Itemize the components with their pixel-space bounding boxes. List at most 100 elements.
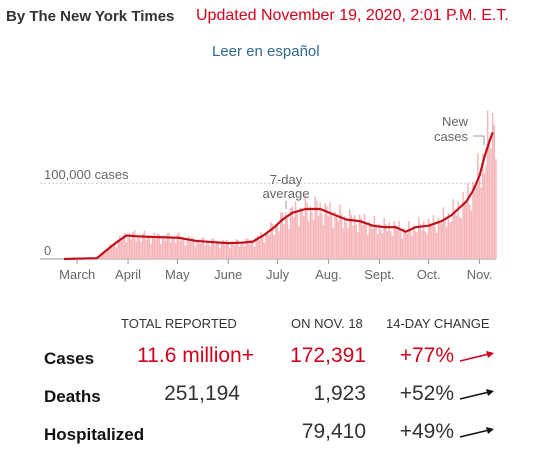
daily-case-bar [125,242,128,259]
header-14-day-change: 14-DAY CHANGE [386,316,490,331]
daily-case-bar [155,239,157,259]
daily-case-bar [452,199,454,259]
row-label-cases: Cases [44,349,95,368]
daily-case-bar [381,233,384,259]
deaths-change: +52% [399,382,454,405]
daily-case-bar [472,181,474,259]
hospitalized-day: 79,410 [301,420,366,443]
daily-case-bar [127,237,129,259]
daily-case-bar [455,215,458,259]
header-on-date: ON NOV. 18 [291,316,363,331]
daily-case-bar [104,250,106,259]
daily-case-bar [477,153,479,259]
daily-case-bar [211,239,213,259]
daily-case-bar [347,227,349,259]
daily-case-bar [401,238,404,259]
daily-case-bar [284,212,287,259]
seven-day-average-line [63,132,494,261]
daily-case-bar [330,214,333,259]
daily-case-bar [176,234,178,259]
daily-case-bar [105,252,108,259]
daily-case-bar [112,244,114,259]
daily-case-bar [368,221,371,259]
daily-case-bar [119,235,121,259]
daily-case-bar [263,242,266,259]
daily-case-bar [329,202,331,259]
x-tick-label: Sept. [364,267,394,282]
daily-case-bar [449,222,451,259]
daily-case-bar [235,238,238,259]
x-tick-label: June [214,267,242,282]
daily-case-bar [488,138,491,259]
daily-case-bar [181,236,183,259]
daily-case-bar [145,239,147,259]
trend-up-arrow-icon [459,351,494,362]
daily-case-bar [191,236,193,259]
header-total-reported: TOTAL REPORTED [121,316,237,331]
daily-case-bar [148,235,151,259]
daily-case-bar [219,248,221,259]
daily-case-bar [424,231,427,259]
daily-case-bar [270,221,272,259]
daily-case-bar [444,219,446,259]
daily-case-bar [196,241,198,259]
daily-case-bar [447,213,450,259]
row-label-hospitalized: Hospitalized [44,425,145,444]
daily-case-bar [275,224,277,259]
daily-case-bar [429,223,431,259]
daily-case-bar [291,206,293,259]
daily-case-bar [432,214,435,259]
daily-case-bar [378,223,381,259]
avg-annotation-line1: 7-day [270,172,303,187]
daily-case-bar [312,220,315,259]
daily-case-bar [143,230,146,259]
daily-case-bar [483,173,486,259]
daily-case-bar [194,246,197,259]
daily-case-bar [199,243,201,259]
daily-case-bar [419,224,422,259]
new-cases-annotation-line2: cases [434,129,468,144]
daily-case-bar [293,216,295,259]
row-label-deaths: Deaths [44,387,101,406]
daily-case-bar [271,224,274,259]
daily-case-bar [473,191,476,259]
daily-case-bar [186,238,188,259]
daily-case-bar [439,223,441,259]
daily-case-bar [140,242,142,259]
daily-case-bar [421,230,423,259]
daily-case-bar [475,186,477,259]
daily-case-bar [467,183,469,259]
daily-case-bar [107,247,110,259]
daily-case-bar [491,113,494,260]
daily-case-bar [355,224,358,259]
daily-case-bar [478,178,481,259]
daily-case-bar [153,232,155,259]
daily-case-bar [189,241,192,259]
daily-case-bar [165,240,167,259]
daily-case-bar [168,232,170,259]
daily-case-bar [283,224,285,259]
daily-case-bar [138,235,141,259]
cases-total: 11.6 million+ [137,344,254,367]
spanish-language-link[interactable]: Leer en español [212,43,320,60]
daily-case-bar [335,215,338,259]
daily-case-bar [332,228,335,259]
daily-case-bar [314,196,316,259]
new-cases-leader [473,135,485,145]
daily-case-bar [304,194,307,259]
daily-case-bar [135,241,137,259]
daily-case-bar [342,228,344,259]
daily-case-bar [470,210,473,259]
daily-case-bar [273,235,275,259]
daily-case-bar [245,238,247,259]
daily-case-bar [396,229,399,259]
daily-case-bar [250,239,252,259]
daily-case-bar [309,206,312,259]
x-tick-label: July [266,267,290,282]
daily-case-bar [348,209,351,259]
daily-case-bar [110,247,113,259]
daily-case-bar [322,225,325,259]
daily-case-bar [281,212,284,259]
daily-case-bar [117,241,119,259]
daily-case-bar [334,211,336,259]
